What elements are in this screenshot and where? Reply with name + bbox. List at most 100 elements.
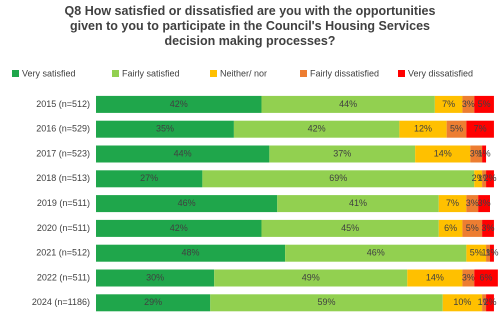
y-tick-label: 2021 (n=512): [36, 248, 90, 258]
data-label: 42%: [170, 223, 188, 233]
legend-label: Very dissatisfied: [408, 68, 473, 78]
legend-label: Fairly dissatisfied: [310, 68, 379, 78]
data-label: 41%: [349, 198, 367, 208]
bar-segment: [96, 120, 234, 138]
data-label: 3%: [478, 198, 491, 208]
bar-segment: [96, 145, 270, 163]
legend-label: Very satisfied: [22, 68, 76, 78]
bar-segment: [490, 244, 494, 262]
data-label: 2%: [483, 297, 496, 307]
bar-segment: [214, 269, 408, 287]
bar-segment: [96, 219, 262, 237]
bar-segment: [210, 294, 443, 312]
bar-segment: [438, 195, 467, 213]
bar-segment: [442, 294, 483, 312]
data-label: 10%: [453, 297, 471, 307]
bar-segment: [462, 269, 475, 287]
data-label: 3%: [482, 223, 495, 233]
bar-segment: [96, 294, 211, 312]
data-label: 46%: [367, 248, 385, 258]
bar-segment: [277, 195, 439, 213]
legend-label: Fairly satisfied: [122, 68, 180, 78]
data-label: 7%: [442, 99, 455, 109]
legend-swatch: [398, 70, 405, 77]
data-label: 35%: [156, 124, 174, 134]
data-label: 3%: [462, 272, 475, 282]
data-label: 49%: [302, 272, 320, 282]
bar-segment: [466, 195, 479, 213]
bar-segment: [466, 244, 487, 262]
data-label: 6%: [480, 272, 493, 282]
data-label: 69%: [329, 173, 347, 183]
bar-segment: [261, 95, 435, 113]
data-label: 37%: [333, 148, 351, 158]
data-label: 1%: [485, 248, 498, 258]
bar-segment: [462, 95, 475, 113]
data-label: 42%: [308, 124, 326, 134]
bar-segment: [470, 145, 483, 163]
bar-segment: [466, 120, 494, 138]
bar-segment: [399, 120, 447, 138]
bar-segment: [482, 170, 487, 188]
data-label: 59%: [317, 297, 335, 307]
y-tick-label: 2020 (n=511): [37, 223, 90, 233]
y-tick-label: 2024 (n=1186): [32, 297, 90, 307]
data-label: 1%: [478, 173, 491, 183]
bar-segment: [96, 95, 262, 113]
y-tick-label: 2016 (n=529): [36, 124, 90, 134]
data-label: 7%: [474, 124, 487, 134]
bar-segment: [434, 95, 463, 113]
data-label: 1%: [478, 148, 491, 158]
bar-segment: [482, 219, 494, 237]
data-label: 14%: [426, 272, 444, 282]
chart-title: Q8 How satisfied or dissatisfied are you…: [64, 4, 436, 48]
bar-segment: [96, 244, 286, 262]
bar-segment: [202, 170, 475, 188]
data-label: 1%: [482, 248, 495, 258]
data-label: 5%: [466, 223, 479, 233]
data-label: 48%: [182, 248, 200, 258]
data-label: 1%: [478, 297, 491, 307]
bar-segment: [96, 269, 215, 287]
data-label: 6%: [444, 223, 457, 233]
data-label: 27%: [140, 173, 158, 183]
bar-segment: [474, 95, 494, 113]
bar-segment: [478, 195, 490, 213]
legend-label: Neither/ nor: [220, 68, 267, 78]
bar-segment: [482, 294, 487, 312]
data-label: 7%: [446, 198, 459, 208]
bar-segment: [407, 269, 463, 287]
legend-swatch: [300, 70, 307, 77]
bar-segment: [233, 120, 400, 138]
bar-segment: [486, 294, 494, 312]
bar-segment: [438, 219, 463, 237]
bar-segment: [96, 195, 278, 213]
data-label: 44%: [174, 148, 192, 158]
y-tick-label: 2019 (n=511): [37, 198, 90, 208]
data-label: 3%: [470, 148, 483, 158]
data-label: 5%: [478, 99, 491, 109]
y-tick-label: 2017 (n=523): [36, 148, 90, 158]
data-label: 2%: [472, 173, 485, 183]
data-label: 44%: [339, 99, 357, 109]
bar-segment: [486, 170, 494, 188]
data-label: 46%: [178, 198, 196, 208]
legend-swatch: [112, 70, 119, 77]
data-label: 42%: [170, 99, 188, 109]
bar-segment: [269, 145, 416, 163]
data-label: 3%: [466, 198, 479, 208]
bar-segment: [285, 244, 467, 262]
data-label: 29%: [144, 297, 162, 307]
y-tick-label: 2018 (n=513): [36, 173, 90, 183]
bar-segment: [96, 170, 203, 188]
legend-swatch: [210, 70, 217, 77]
y-tick-label: 2022 (n=511): [37, 272, 90, 282]
bar-segment: [474, 170, 483, 188]
bar-segment: [261, 219, 439, 237]
data-label: 45%: [341, 223, 359, 233]
data-label: 14%: [434, 148, 452, 158]
bar-segment: [482, 145, 487, 163]
bar-segment: [446, 120, 467, 138]
